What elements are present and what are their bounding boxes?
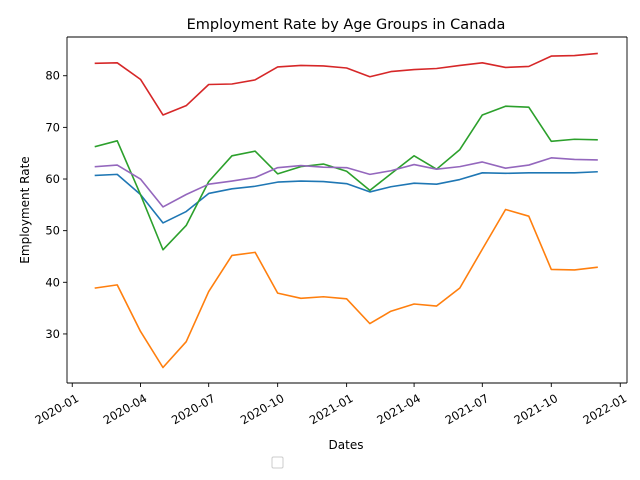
legend-box [271, 456, 284, 469]
y-tick-label: 80 [45, 69, 60, 83]
series-layer [94, 52, 598, 369]
y-axis-ticks: 30 40 50 60 70 80 [45, 69, 67, 341]
y-tick-label: 30 [45, 327, 60, 341]
series-line-3 [94, 105, 598, 251]
chart-title: Employment Rate by Age Groups in Canada [187, 17, 506, 33]
y-tick-label: 50 [45, 224, 60, 238]
series-line-2 [94, 208, 598, 369]
plot-area [67, 37, 627, 383]
y-tick-label: 40 [45, 275, 60, 289]
x-axis-label: Dates [329, 438, 364, 452]
series-line-5 [94, 157, 598, 208]
y-tick-label: 70 [45, 120, 60, 134]
y-axis-label: Employment Rate [18, 156, 32, 263]
y-tick-label: 60 [45, 172, 60, 186]
plot-background [67, 37, 627, 383]
legend [271, 456, 284, 469]
series-line-1 [94, 170, 598, 224]
series-line-4 [94, 52, 598, 116]
